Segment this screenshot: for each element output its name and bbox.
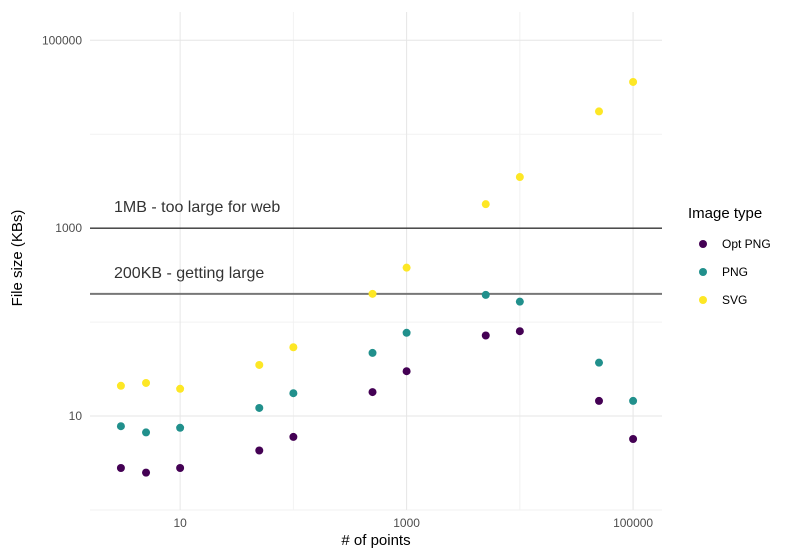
legend-marker [699,240,707,248]
y-tick-label: 1000 [55,221,82,235]
data-point [481,290,490,299]
data-point [255,446,264,455]
data-point [176,463,185,472]
legend-marker [699,296,707,304]
data-point [142,428,151,437]
reference-lines: 1MB - too large for web 200KB - getting l… [90,199,662,295]
x-axis-ticks: 10 1000 100000 [173,516,653,530]
data-point [595,396,604,405]
legend-marker [699,268,707,276]
reference-line-label: 200KB - getting large [114,265,264,282]
data-point [402,263,411,272]
data-point [402,328,411,337]
y-tick-label: 10 [69,409,83,423]
y-tick-label: 100000 [42,33,82,47]
legend-entry: SVG [722,293,747,307]
legend-entry: PNG [722,265,748,279]
data-point [116,422,125,431]
data-point [116,381,125,390]
data-point [368,348,377,357]
data-point [515,327,524,336]
data-point [289,389,298,398]
legend-entry: Opt PNG [722,237,771,251]
data-point [289,432,298,441]
legend: Image type Opt PNG PNG SVG [688,205,771,307]
data-point [402,367,411,376]
data-point [481,331,490,340]
y-axis-ticks: 10 1000 100000 [42,33,82,423]
data-point [289,343,298,352]
y-axis-title: File size (KBs) [9,210,26,307]
reference-line-label: 1MB - too large for web [114,199,280,216]
x-tick-label: 1000 [393,516,420,530]
legend-title: Image type [688,205,762,222]
data-point [629,434,638,443]
data-point [629,396,638,405]
data-point [481,200,490,209]
data-point [176,384,185,393]
data-points [116,77,638,477]
data-point [595,358,604,367]
x-tick-label: 100000 [613,516,653,530]
data-point [515,297,524,306]
data-point [176,423,185,432]
data-point [255,403,264,412]
data-point [368,388,377,397]
data-point [142,468,151,477]
data-point [515,173,524,182]
data-point [255,360,264,369]
data-point [595,107,604,116]
data-point [629,77,638,86]
data-point [142,378,151,387]
grid [90,12,662,511]
x-axis-title: # of points [341,532,410,549]
data-point [116,463,125,472]
x-tick-label: 10 [173,516,187,530]
data-point [368,289,377,298]
